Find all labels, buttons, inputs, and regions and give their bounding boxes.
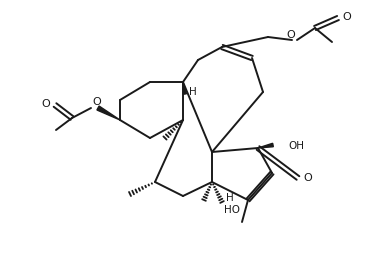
Polygon shape [97,106,120,120]
Text: O: O [41,99,50,109]
Polygon shape [183,82,187,94]
Text: H: H [226,193,234,203]
Text: H: H [189,87,197,97]
Polygon shape [258,143,273,148]
Text: O: O [93,97,101,107]
Text: O: O [286,30,295,40]
Text: O: O [343,12,351,22]
Text: O: O [304,173,312,183]
Text: HO: HO [224,205,240,215]
Text: OH: OH [288,141,304,151]
